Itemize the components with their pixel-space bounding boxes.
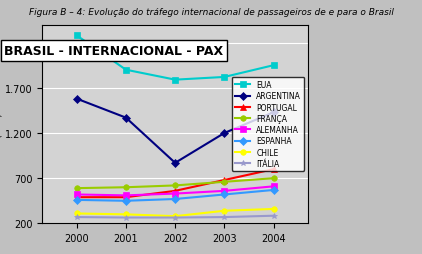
ALEMANHA: [173, 192, 178, 195]
PORTUGAL: [271, 168, 276, 171]
ALEMANHA: [271, 185, 276, 188]
FRANÇA: [222, 181, 227, 184]
ARGENTINA: [271, 111, 276, 114]
EUA: [222, 76, 227, 79]
PORTUGAL: [74, 196, 79, 199]
PORTUGAL: [222, 179, 227, 182]
ARGENTINA: [123, 117, 128, 120]
Text: BRASIL - INTERNACIONAL - PAX: BRASIL - INTERNACIONAL - PAX: [4, 45, 224, 58]
ESPANHA: [173, 198, 178, 201]
Line: EUA: EUA: [74, 34, 276, 83]
Text: Figura B – 4: Evolução do tráfego internacional de passageiros de e para o Brasi: Figura B – 4: Evolução do tráfego intern…: [29, 8, 393, 17]
Line: PORTUGAL: PORTUGAL: [74, 167, 276, 200]
Line: ITÁLIA: ITÁLIA: [74, 213, 276, 220]
ITÁLIA: [271, 214, 276, 217]
ARGENTINA: [173, 162, 178, 165]
ALEMANHA: [123, 194, 128, 197]
Line: ESPANHA: ESPANHA: [74, 187, 276, 204]
EUA: [271, 65, 276, 68]
Line: CHILE: CHILE: [74, 206, 276, 219]
EUA: [74, 35, 79, 38]
PORTUGAL: [123, 196, 128, 199]
FRANÇA: [74, 187, 79, 190]
FRANÇA: [173, 184, 178, 187]
Line: ARGENTINA: ARGENTINA: [74, 97, 276, 166]
PORTUGAL: [173, 189, 178, 193]
ARGENTINA: [222, 132, 227, 135]
ITÁLIA: [123, 216, 128, 219]
CHILE: [173, 215, 178, 218]
ARGENTINA: [74, 98, 79, 101]
FRANÇA: [123, 186, 128, 189]
Y-axis label: (000): (000): [0, 112, 2, 137]
CHILE: [271, 208, 276, 211]
ALEMANHA: [74, 193, 79, 196]
ALEMANHA: [222, 189, 227, 193]
ITÁLIA: [222, 216, 227, 219]
FRANÇA: [271, 177, 276, 180]
ESPANHA: [74, 199, 79, 202]
ITÁLIA: [74, 216, 79, 219]
Legend: EUA, ARGENTINA, PORTUGAL, FRANÇA, ALEMANHA, ESPANHA, CHILE, ITÁLIA: EUA, ARGENTINA, PORTUGAL, FRANÇA, ALEMAN…: [232, 77, 304, 171]
ESPANHA: [123, 199, 128, 202]
ITÁLIA: [173, 216, 178, 219]
CHILE: [222, 209, 227, 212]
EUA: [123, 69, 128, 72]
Line: FRANÇA: FRANÇA: [74, 176, 276, 191]
EUA: [173, 79, 178, 82]
Line: ALEMANHA: ALEMANHA: [74, 184, 276, 198]
ESPANHA: [222, 193, 227, 196]
ESPANHA: [271, 189, 276, 192]
CHILE: [123, 213, 128, 216]
CHILE: [74, 212, 79, 215]
